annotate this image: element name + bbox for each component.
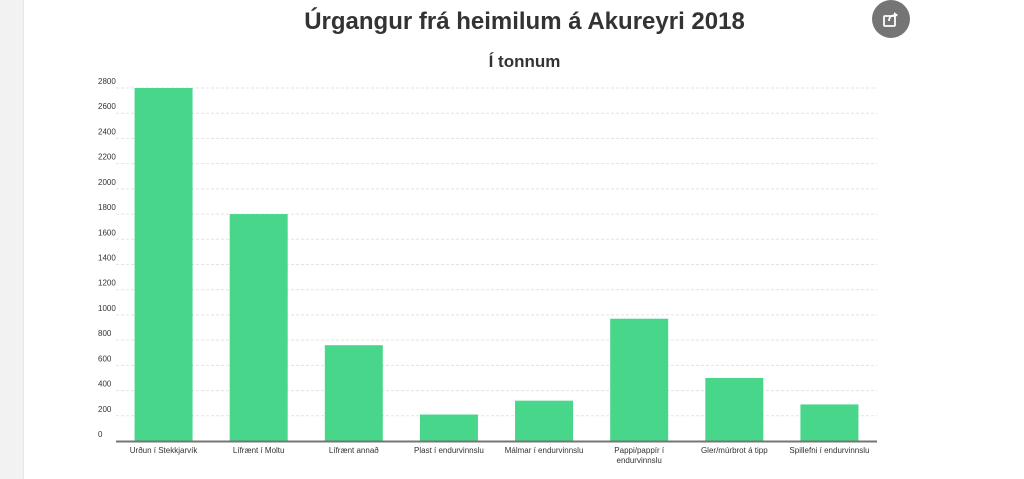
y-tick-label: 1400 bbox=[98, 254, 116, 263]
bar[interactable] bbox=[610, 318, 669, 441]
share-icon bbox=[883, 12, 898, 27]
x-tick-label: Lífrænt í Moltu bbox=[233, 446, 285, 455]
chart-subtitle: Í tonnum bbox=[488, 52, 561, 71]
chart-card: Úrgangur frá heimilum á Akureyri 2018 Í … bbox=[23, 0, 1024, 479]
x-tick-label: Spillefni í endurvinnslu bbox=[789, 446, 869, 455]
share-button[interactable] bbox=[872, 0, 910, 38]
x-tick-label: Lífrænt annað bbox=[329, 446, 379, 455]
y-tick-label: 200 bbox=[98, 405, 112, 414]
bar[interactable] bbox=[515, 400, 574, 441]
x-tick-label: Gler/múrbrot á tipp bbox=[701, 446, 768, 455]
bar[interactable] bbox=[134, 88, 193, 441]
x-tick-label: Málmar í endurvinnslu bbox=[505, 446, 584, 455]
y-tick-label: 2000 bbox=[98, 178, 116, 187]
x-tick-label: Plast í endurvinnslu bbox=[414, 446, 484, 455]
bar[interactable] bbox=[419, 414, 478, 441]
x-tick-label: Pappi/pappír í bbox=[614, 446, 665, 455]
y-tick-label: 1600 bbox=[98, 228, 116, 237]
chart-title: Úrgangur frá heimilum á Akureyri 2018 bbox=[304, 8, 745, 35]
y-tick-label: 1200 bbox=[98, 279, 116, 288]
bar-chart: 0 200 400 600 800 1000 1200 1400 1600 1800 2000 220… bbox=[98, 77, 877, 465]
y-tick-label: 2800 bbox=[98, 77, 116, 86]
y-tick-label: 2600 bbox=[98, 102, 116, 111]
y-tick-label: 1000 bbox=[98, 304, 116, 313]
y-tick-label: 0 bbox=[98, 430, 103, 439]
x-tick-label: Urðun í Stekkjarvík bbox=[130, 446, 199, 455]
y-tick-label: 1800 bbox=[98, 203, 116, 212]
y-tick-label: 600 bbox=[98, 354, 112, 363]
bar[interactable] bbox=[800, 404, 859, 441]
y-tick-label: 800 bbox=[98, 329, 112, 338]
y-tick-label: 2200 bbox=[98, 153, 116, 162]
x-tick-label: endurvinnslu bbox=[617, 456, 662, 465]
y-tick-label: 2400 bbox=[98, 127, 116, 136]
bar[interactable] bbox=[705, 377, 764, 441]
bar[interactable] bbox=[229, 214, 288, 441]
y-tick-label: 400 bbox=[98, 380, 112, 389]
bar[interactable] bbox=[324, 345, 383, 441]
